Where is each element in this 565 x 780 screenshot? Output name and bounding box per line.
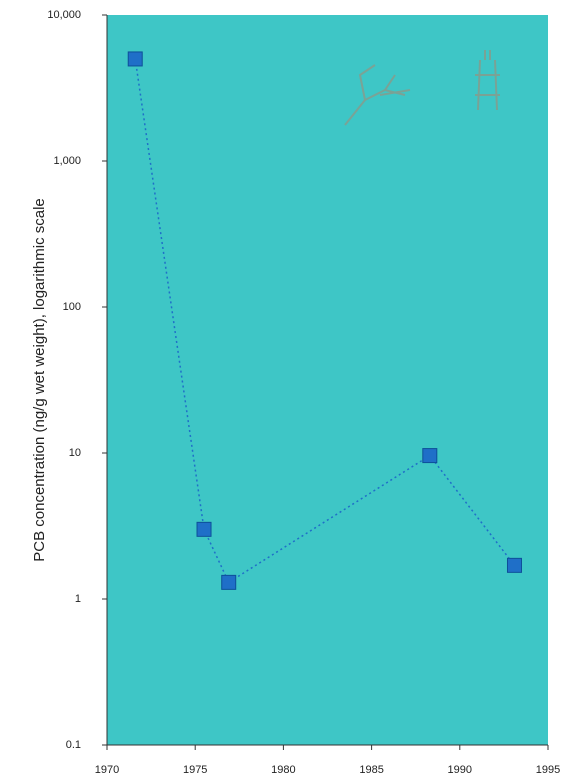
y-tick-label: 10,000 (47, 9, 81, 21)
data-line (134, 58, 516, 584)
x-tick-label: 1995 (536, 764, 560, 776)
plot-background (107, 15, 548, 745)
x-tick-label: 1975 (183, 764, 207, 776)
x-tick-label: 1985 (359, 764, 383, 776)
x-tick-label: 1970 (95, 764, 119, 776)
y-tick-label: 10 (69, 447, 81, 459)
data-point (221, 574, 237, 590)
x-tick-label: 1990 (448, 764, 472, 776)
crustacean-icon (344, 64, 411, 126)
data-point (506, 557, 522, 573)
y-tick-label: 1 (75, 593, 81, 605)
data-point (127, 51, 143, 67)
x-tick-label: 1980 (271, 764, 295, 776)
data-point (422, 448, 438, 464)
decoration (344, 50, 500, 126)
crustacean-icon (475, 50, 500, 111)
y-tick-label: 0.1 (66, 739, 81, 751)
y-axis-label: PCB concentration (ng/g wet weight), log… (31, 198, 48, 562)
y-tick-label: 1,000 (53, 155, 81, 167)
data-point (196, 521, 212, 537)
y-tick-label: 100 (63, 301, 81, 313)
